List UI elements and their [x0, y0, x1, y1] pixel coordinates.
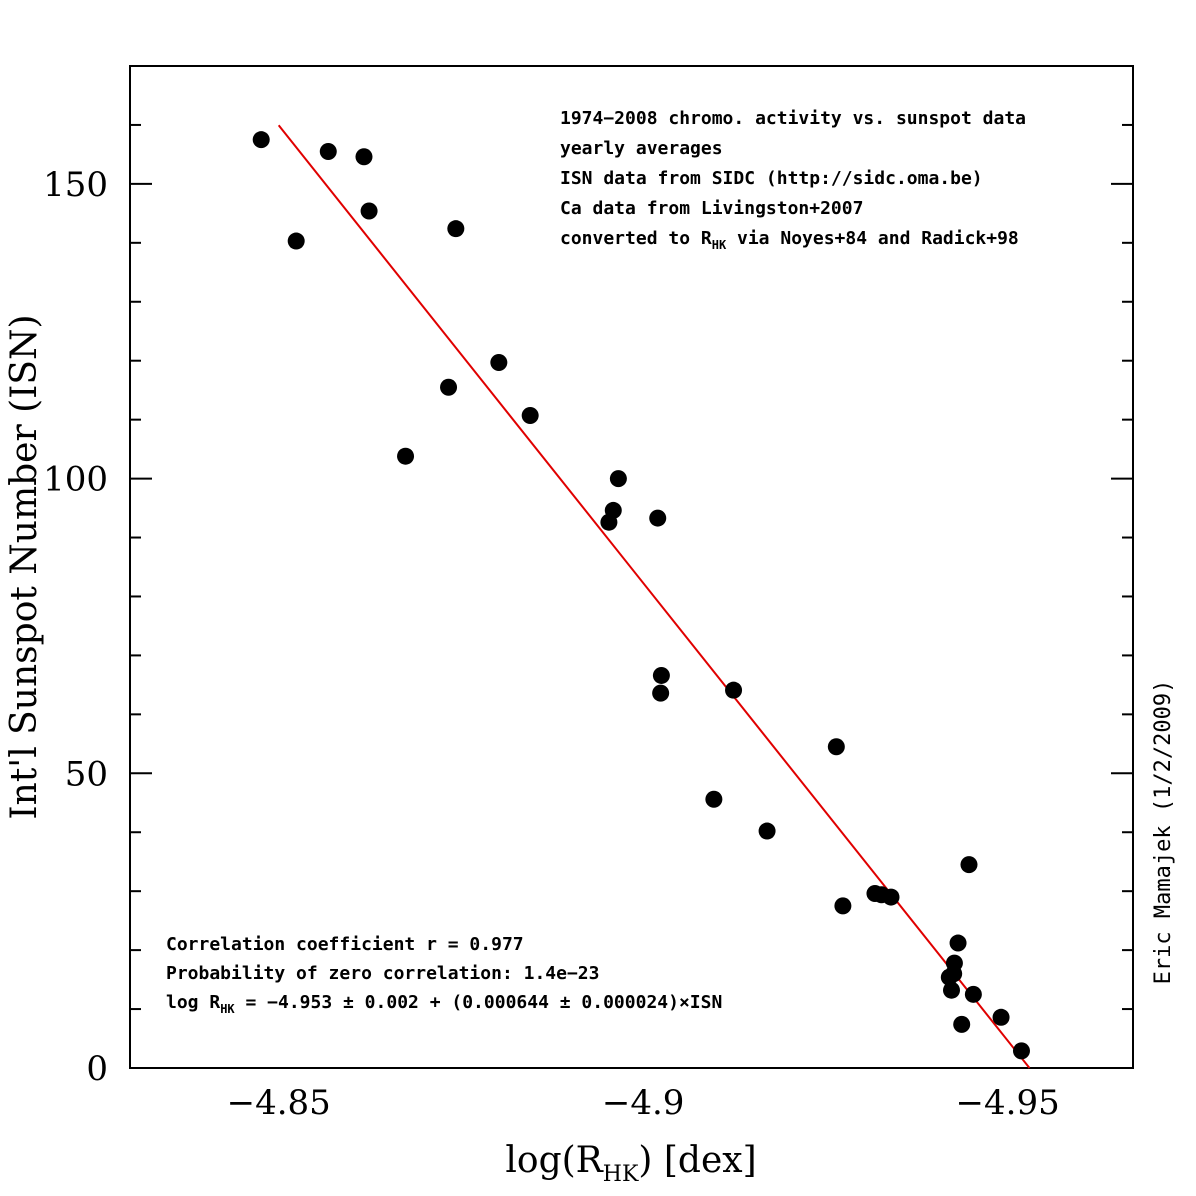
data-point [355, 148, 373, 166]
data-point [960, 856, 978, 874]
fit-line [277, 124, 1031, 1069]
data-point [490, 353, 508, 371]
tick-marks [130, 65, 1133, 1069]
data-point [600, 513, 618, 531]
x-tick-label: −4.85 [227, 1083, 331, 1123]
data-point [992, 1008, 1010, 1026]
data-point [521, 407, 539, 425]
data-point [440, 378, 458, 396]
note-line-3: ISN data from SIDC (http://sidc.oma.be) [560, 168, 983, 189]
data-point [725, 681, 743, 699]
y-tick-label: 150 [43, 165, 108, 205]
data-point [953, 1015, 971, 1033]
plot-frame [129, 65, 1134, 1069]
note-line-2: yearly averages [560, 138, 723, 159]
data-point [319, 142, 337, 160]
notes-top: 1974−2008 chromo. activity vs. sunspot d… [560, 108, 1026, 252]
data-point [287, 232, 305, 250]
data-points [252, 131, 1030, 1060]
data-point [360, 202, 378, 220]
data-point [964, 985, 982, 1003]
data-point [447, 220, 465, 238]
x-tick-label: −4.9 [602, 1083, 685, 1123]
data-point [942, 981, 960, 999]
author-note: Eric Mamajek (1/2/2009) [1151, 680, 1176, 985]
data-point [705, 790, 723, 808]
note-line-4: Ca data from Livingston+2007 [560, 198, 863, 219]
stats-probability: Probability of zero correlation: 1.4e−23 [166, 963, 599, 984]
data-point [834, 897, 852, 915]
data-point [649, 509, 667, 527]
y-axis-label: Int'l Sunspot Number (ISN) [4, 314, 45, 819]
x-axis-label: log(RHK) [dex] [505, 1140, 756, 1187]
data-point [758, 822, 776, 840]
note-line-1: 1974−2008 chromo. activity vs. sunspot d… [560, 108, 1026, 129]
data-point [1012, 1042, 1030, 1060]
y-tick-label: 100 [43, 460, 108, 500]
data-point [652, 684, 670, 702]
y-tick-label: 50 [65, 754, 108, 794]
stats-fit: log RHK = −4.953 ± 0.002 + (0.000644 ± 0… [166, 992, 722, 1016]
data-point [397, 447, 415, 465]
data-point [940, 968, 958, 986]
stats-correlation: Correlation coefficient r = 0.977 [166, 934, 524, 955]
data-point [882, 888, 900, 906]
data-point [252, 131, 270, 149]
data-point [827, 738, 845, 756]
x-tick-label: −4.95 [956, 1083, 1060, 1123]
y-tick-label: 0 [86, 1049, 108, 1089]
data-point [609, 470, 627, 488]
data-point [652, 666, 670, 684]
data-point [949, 934, 967, 952]
stats-notes: Correlation coefficient r = 0.977 Probab… [166, 934, 722, 1016]
note-line-5: converted to RHK via Noyes+84 and Radick… [560, 228, 1019, 252]
tick-labels: −4.85 −4.9 −4.95 0 50 100 150 [43, 165, 1060, 1123]
